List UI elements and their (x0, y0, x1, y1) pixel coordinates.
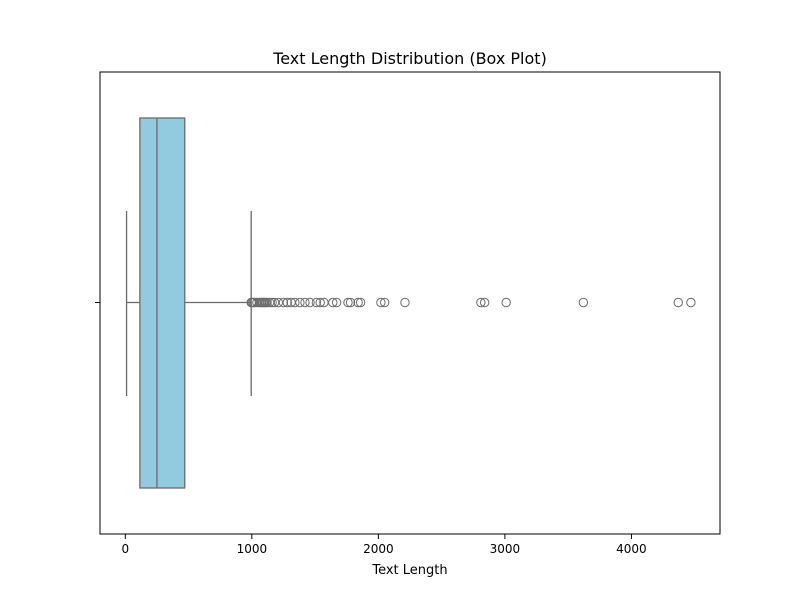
x-axis-label: Text Length (371, 563, 447, 578)
outlier-point (290, 297, 300, 308)
x-tick-label: 3000 (490, 542, 521, 556)
outlier-point (400, 297, 410, 308)
x-tick-label: 4000 (616, 542, 647, 556)
outlier-point (379, 297, 390, 308)
outlier-point (295, 297, 305, 308)
chart-title: Text Length Distribution (Box Plot) (272, 49, 547, 68)
outlier-point (501, 297, 511, 308)
outlier-point (311, 297, 322, 308)
x-tick-label: 0 (121, 542, 129, 556)
outlier-point (353, 297, 363, 308)
outlier-point (278, 297, 289, 308)
outlier-point (578, 297, 589, 308)
x-axis-ticks: 0 1000 2000 3000 4000 (121, 534, 647, 556)
outlier-point (315, 297, 325, 308)
outlier-point (305, 297, 315, 308)
x-tick-label: 1000 (237, 542, 268, 556)
outlier-point (343, 297, 353, 308)
box-plot-marks (125, 117, 696, 489)
outlier-point (262, 297, 272, 308)
outlier-point (479, 297, 490, 308)
x-tick-label: 2000 (363, 542, 394, 556)
outlier-point (355, 297, 366, 308)
outlier-point (673, 297, 683, 308)
outlier-point (345, 297, 356, 308)
iqr-box (139, 117, 186, 489)
outlier-point (267, 297, 277, 308)
outlier-point (686, 297, 696, 308)
outlier-point (282, 297, 292, 308)
outlier-point (476, 297, 486, 308)
outlier-point (376, 297, 386, 308)
outlier-point (300, 297, 310, 308)
outlier-point (328, 297, 338, 308)
outlier-point (331, 297, 342, 308)
